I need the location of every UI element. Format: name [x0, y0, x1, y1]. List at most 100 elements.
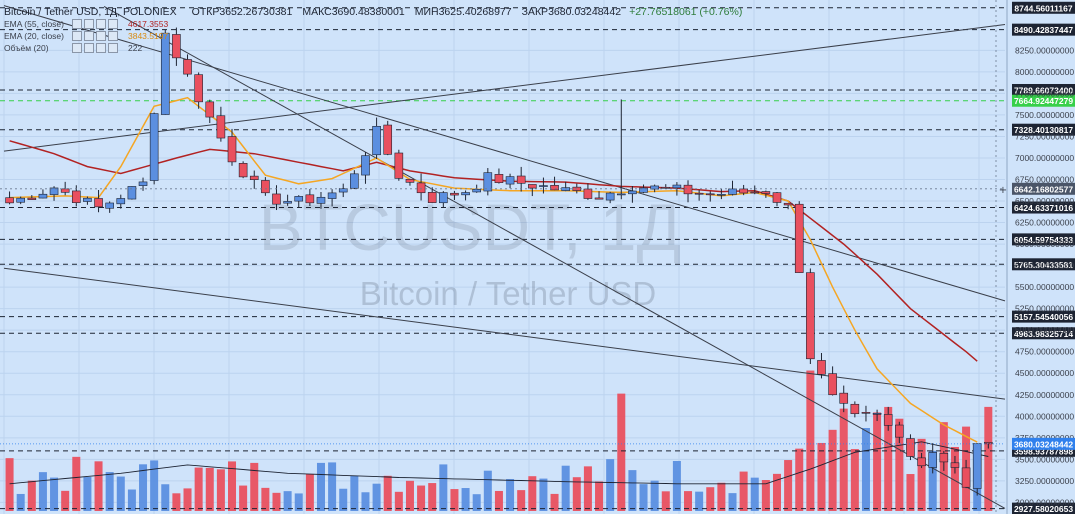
crosshair-plus-icon: +	[999, 185, 1007, 196]
candle-body	[60, 188, 70, 193]
indicator-row-ema20[interactable]: EMA (20, close) 3843.5197	[4, 30, 742, 42]
symbol-title[interactable]: Bitcoin / Tether USD, 1Д, POLONIEX	[4, 5, 177, 18]
crosshair-price-label: 6642.16802577	[1014, 184, 1073, 194]
candle-body	[49, 187, 59, 195]
settings-icon[interactable]	[72, 43, 82, 53]
visibility-icon[interactable]	[84, 31, 94, 41]
trendline	[3, 5, 1006, 302]
settings-icon[interactable]	[96, 19, 106, 29]
price-axis-tick-label: 6500.00000000	[1015, 196, 1074, 206]
candle-body	[305, 194, 315, 204]
candle-body	[650, 185, 659, 190]
close-label: ЗАКР	[521, 5, 549, 18]
settings-icon[interactable]	[96, 31, 106, 41]
volume-bar	[861, 428, 870, 511]
high-value: 3690.48380001	[331, 5, 405, 18]
candle-body	[149, 113, 159, 181]
volume-bar	[205, 467, 214, 511]
candle-body	[683, 184, 693, 195]
level-label-background	[1012, 1, 1075, 14]
candle-body	[138, 181, 148, 186]
price-axis-tick-label: 8000.00000000	[1015, 67, 1074, 77]
volume-bar	[428, 483, 437, 511]
candle-body	[516, 175, 526, 184]
candle-body	[160, 32, 170, 115]
candle-body	[972, 443, 982, 489]
candle-body	[483, 172, 493, 192]
level-label-background	[1012, 83, 1075, 96]
volume-bar	[695, 491, 704, 511]
price-axis-tick-label: 4750.00000000	[1015, 347, 1074, 357]
candle-body	[817, 360, 826, 375]
price-axis-tick-label: 6000.00000000	[1015, 239, 1074, 249]
candle-body	[405, 179, 415, 183]
candle-body	[94, 198, 103, 208]
candle-body	[583, 188, 593, 199]
visibility-icon[interactable]	[84, 19, 94, 29]
candle-body	[895, 424, 904, 438]
volume-bar	[261, 487, 270, 511]
price-axis-tick-label: 5750.00000000	[1015, 261, 1074, 271]
low-label: МИН	[414, 5, 439, 18]
volume-bar	[461, 488, 470, 511]
price-axis-tick-label: 6250.00000000	[1015, 218, 1074, 228]
volume-bar	[216, 469, 225, 511]
candle-body	[27, 197, 37, 200]
close-icon[interactable]	[108, 43, 118, 53]
candle-body	[183, 59, 192, 75]
visibility-icon[interactable]	[84, 43, 94, 53]
indicator-row-volume[interactable]: Объём (20) 222	[4, 42, 742, 54]
chart-legend: Bitcoin / Tether USD, 1Д, POLONIEX ОТКР3…	[4, 5, 742, 54]
level-label: 7328.40130817	[1014, 125, 1073, 135]
candle-body	[616, 193, 626, 196]
volume-bar	[172, 493, 181, 511]
indicator-value: 3843.5197	[128, 31, 169, 41]
price-axis-tick-label: 7750.00000000	[1015, 88, 1074, 98]
candle-body	[739, 188, 748, 194]
candle-body	[717, 194, 726, 196]
volume-bar	[305, 473, 314, 511]
volume-bar	[873, 412, 882, 511]
candle-body	[283, 201, 292, 204]
volume-bar	[717, 482, 726, 511]
candle-body	[628, 190, 637, 195]
candle-body	[639, 187, 648, 193]
price-axis-tick-label: 7000.00000000	[1015, 153, 1074, 163]
volume-bar	[439, 464, 448, 511]
close-icon[interactable]	[108, 19, 118, 29]
volume-bar	[606, 459, 615, 511]
settings-icon[interactable]	[96, 43, 106, 53]
close-icon[interactable]	[108, 31, 118, 41]
ohlc-high: МАКС3690.48380001	[302, 6, 404, 18]
volume-bar	[183, 488, 192, 511]
volume-bar	[984, 406, 993, 511]
settings-icon[interactable]	[72, 19, 82, 29]
volume-bar	[806, 370, 815, 511]
indicator-row-ema55[interactable]: EMA (55, close) 4617.3553	[4, 18, 742, 30]
price-axis-tick-label: 4250.00000000	[1015, 390, 1074, 400]
volume-bar	[672, 460, 681, 511]
volume-bar	[294, 493, 303, 511]
volume-bar	[472, 494, 481, 511]
volume-bar	[750, 477, 759, 511]
price-axis-tick-label: 3250.00000000	[1015, 476, 1074, 486]
volume-bar	[506, 479, 515, 511]
candle-body	[439, 192, 448, 204]
candle-body	[750, 191, 760, 194]
candle-body	[950, 462, 960, 468]
settings-icon[interactable]	[72, 31, 82, 41]
candle-body	[327, 192, 337, 199]
candle-body	[194, 74, 203, 103]
volume-bar	[483, 470, 492, 511]
volume-bar	[394, 491, 403, 511]
watermark-ticker: BTCUSDT, 1Д	[259, 190, 681, 264]
candle-body	[539, 185, 548, 187]
volume-bar	[16, 493, 25, 511]
volume-bar	[550, 493, 559, 511]
volume-bar	[316, 462, 325, 511]
candle-body	[528, 184, 537, 189]
candle-body	[472, 189, 481, 193]
low-value: 3625.40268977	[438, 5, 512, 18]
